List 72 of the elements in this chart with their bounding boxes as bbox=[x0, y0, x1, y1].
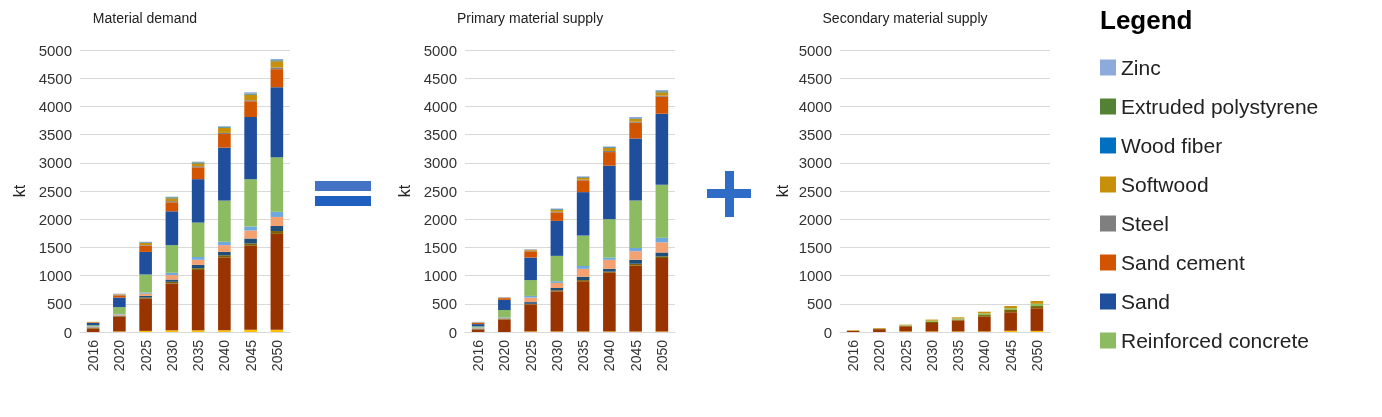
y-tick-label: 2000 bbox=[38, 210, 72, 228]
y-tick-label: 3500 bbox=[38, 126, 72, 144]
x-tick-label: 2035 bbox=[575, 339, 592, 372]
chart-title: Primary material supply bbox=[456, 10, 604, 26]
legend-label: Wood fiber bbox=[1121, 134, 1223, 157]
y-axis-title: kt bbox=[396, 184, 414, 198]
x-tick-label: 2040 bbox=[601, 339, 618, 372]
legend-label: Steel bbox=[1121, 212, 1169, 235]
x-tick-label: 2030 bbox=[548, 339, 565, 372]
x-tick-label: 2020 bbox=[496, 339, 513, 372]
y-tick-label: 2500 bbox=[798, 182, 832, 200]
y-tick-label: 4000 bbox=[423, 97, 457, 115]
y-tick-label: 3500 bbox=[423, 126, 457, 144]
y-tick-label: 1000 bbox=[798, 267, 832, 285]
y-tick-label: 4000 bbox=[798, 97, 832, 115]
y-tick-label: 2000 bbox=[798, 210, 832, 228]
x-tick-label: 2050 bbox=[268, 339, 285, 372]
x-tick-label: 2035 bbox=[950, 339, 967, 372]
x-tick-label: 2016 bbox=[470, 339, 487, 372]
chart-title: Material demand bbox=[92, 10, 198, 26]
x-tick-label: 2020 bbox=[871, 339, 888, 372]
x-tick-label: 2025 bbox=[522, 339, 539, 372]
y-tick-label: 500 bbox=[431, 295, 457, 313]
y-tick-label: 5000 bbox=[423, 41, 457, 59]
x-tick-label: 2020 bbox=[111, 339, 128, 372]
y-tick-label: 500 bbox=[46, 295, 72, 313]
y-tick-label: 4500 bbox=[38, 69, 72, 87]
x-tick-label: 2045 bbox=[627, 339, 644, 372]
x-tick-label: 2045 bbox=[242, 339, 259, 372]
x-tick-label: 2040 bbox=[216, 339, 233, 372]
y-tick-label: 0 bbox=[63, 323, 72, 341]
y-tick-label: 3500 bbox=[798, 126, 832, 144]
y-tick-label: 4000 bbox=[38, 97, 72, 115]
x-tick-label: 2016 bbox=[845, 339, 862, 372]
y-tick-label: 1500 bbox=[423, 238, 457, 256]
y-tick-label: 500 bbox=[806, 295, 832, 313]
y-tick-label: 2000 bbox=[423, 210, 457, 228]
x-tick-label: 2030 bbox=[923, 339, 940, 372]
y-tick-label: 1000 bbox=[423, 267, 457, 285]
y-tick-label: 5000 bbox=[798, 41, 832, 59]
x-tick-label: 2016 bbox=[85, 339, 102, 372]
x-tick-label: 2040 bbox=[976, 339, 993, 372]
y-tick-label: 1000 bbox=[38, 267, 72, 285]
x-tick-label: 2045 bbox=[1002, 339, 1019, 372]
y-tick-label: 2500 bbox=[423, 182, 457, 200]
x-tick-label: 2025 bbox=[137, 339, 154, 372]
legend-label: Extruded polystyrene bbox=[1121, 95, 1319, 118]
x-tick-label: 2025 bbox=[897, 339, 914, 372]
y-tick-label: 1500 bbox=[798, 238, 832, 256]
legend-title: Legend bbox=[1100, 5, 1193, 35]
y-axis-title: kt bbox=[773, 184, 791, 198]
legend-label: Reinforced concrete bbox=[1121, 329, 1309, 352]
legend-label: Sand cement bbox=[1121, 251, 1245, 274]
y-tick-label: 3000 bbox=[423, 154, 457, 172]
legend-label: Zinc bbox=[1121, 56, 1161, 79]
legend-label: Softwood bbox=[1121, 173, 1209, 196]
y-tick-label: 2500 bbox=[38, 182, 72, 200]
y-tick-label: 0 bbox=[448, 323, 457, 341]
y-tick-label: 3000 bbox=[38, 154, 72, 172]
y-tick-label: 4500 bbox=[423, 69, 457, 87]
x-tick-label: 2030 bbox=[163, 339, 180, 372]
y-tick-label: 0 bbox=[823, 323, 832, 341]
y-axis-title: kt bbox=[11, 184, 29, 198]
y-tick-label: 1500 bbox=[38, 238, 72, 256]
y-tick-label: 3000 bbox=[798, 154, 832, 172]
x-tick-label: 2035 bbox=[190, 339, 207, 372]
y-tick-label: 4500 bbox=[798, 69, 832, 87]
x-tick-label: 2050 bbox=[653, 339, 670, 372]
y-tick-label: 5000 bbox=[38, 41, 72, 59]
x-tick-label: 2050 bbox=[1028, 339, 1045, 372]
chart-title: Secondary material supply bbox=[822, 10, 988, 26]
legend-label: Sand bbox=[1121, 290, 1171, 313]
